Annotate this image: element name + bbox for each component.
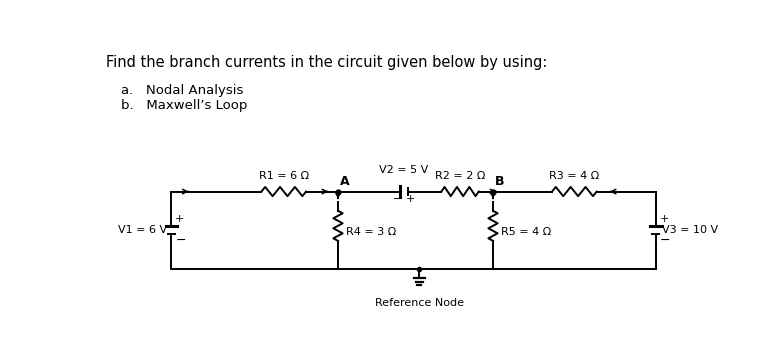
Text: +: + [175, 214, 185, 224]
Text: R1 = 6 Ω: R1 = 6 Ω [259, 171, 309, 181]
Text: R2 = 2 Ω: R2 = 2 Ω [435, 171, 486, 181]
Text: +: + [405, 194, 414, 204]
Text: b.   Maxwell’s Loop: b. Maxwell’s Loop [121, 99, 247, 112]
Text: +: + [660, 214, 669, 224]
Text: Reference Node: Reference Node [375, 298, 464, 308]
Text: −: − [393, 194, 403, 204]
Text: B: B [495, 175, 505, 188]
Text: −: − [660, 234, 670, 247]
Text: V2 = 5 V: V2 = 5 V [379, 165, 429, 175]
Text: Find the branch currents in the circuit given below by using:: Find the branch currents in the circuit … [106, 55, 547, 70]
Text: V3 = 10 V: V3 = 10 V [662, 225, 718, 235]
Text: −: − [175, 234, 186, 247]
Text: R5 = 4 Ω: R5 = 4 Ω [500, 227, 551, 237]
Text: R3 = 4 Ω: R3 = 4 Ω [549, 171, 600, 181]
Text: A: A [340, 175, 350, 188]
Text: R4 = 3 Ω: R4 = 3 Ω [346, 227, 396, 237]
Text: a.   Nodal Analysis: a. Nodal Analysis [121, 84, 243, 97]
Text: V1 = 6 V: V1 = 6 V [118, 225, 167, 235]
